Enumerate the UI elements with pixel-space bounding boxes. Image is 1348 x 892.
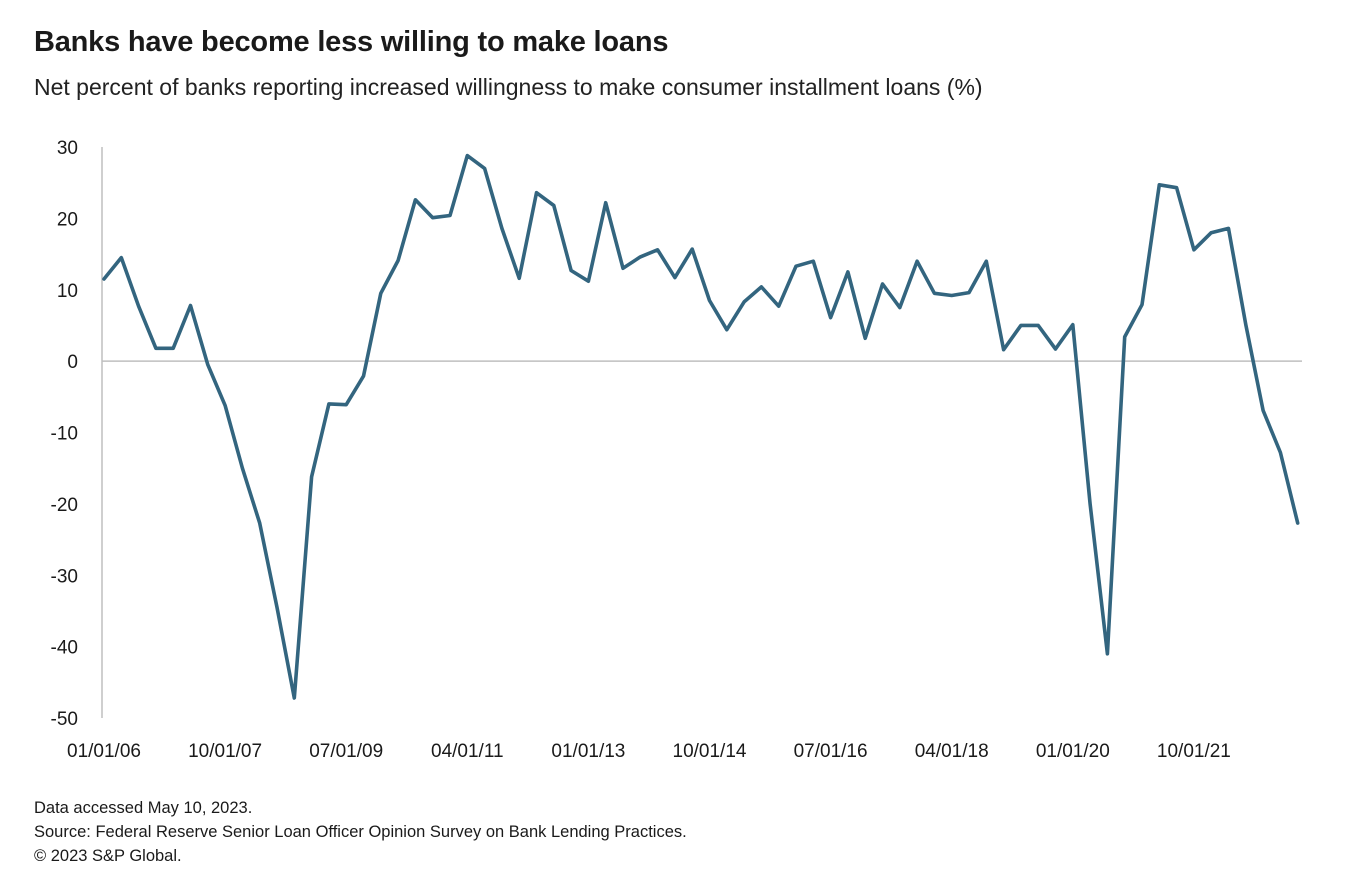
chart-title: Banks have become less willing to make l… [34, 26, 669, 58]
y-tick-label: 20 [57, 209, 78, 230]
y-tick-label: 0 [67, 352, 78, 373]
y-axis-labels: 30 20 10 0 -10 -20 -30 -40 -50 [51, 138, 78, 730]
y-tick-label: -40 [51, 638, 78, 659]
copyright-note: © 2023 S&P Global. [34, 847, 182, 865]
y-tick-label: 30 [57, 138, 78, 159]
x-tick-label: 07/01/09 [309, 741, 383, 762]
x-tick-label: 10/01/14 [673, 741, 747, 762]
x-tick-label: 01/01/13 [551, 741, 625, 762]
chart-axes [101, 147, 1302, 718]
y-tick-label: -30 [51, 566, 78, 587]
chart-subtitle: Net percent of banks reporting increased… [34, 74, 983, 100]
y-tick-label: -10 [51, 424, 78, 445]
y-tick-label: -50 [51, 709, 78, 730]
x-tick-label: 01/01/20 [1036, 741, 1110, 762]
x-tick-label: 01/01/06 [67, 741, 141, 762]
chart-notes: Data accessed May 10, 2023. Source: Fede… [34, 796, 687, 868]
series-lines [102, 153, 1300, 700]
data-accessed-note: Data accessed May 10, 2023. [34, 799, 253, 817]
source-note: Source: Federal Reserve Senior Loan Offi… [34, 823, 687, 841]
x-tick-label: 10/01/21 [1157, 741, 1231, 762]
x-tick-label: 04/01/11 [431, 741, 504, 762]
x-tick-label: 07/01/16 [794, 741, 868, 762]
series-line [102, 153, 1300, 700]
y-tick-label: -20 [51, 495, 78, 516]
x-axis-labels: 01/01/06 10/01/07 07/01/09 04/01/11 01/01/13… [67, 741, 1231, 762]
y-tick-label: 10 [57, 281, 78, 302]
x-tick-label: 04/01/18 [915, 741, 989, 762]
x-tick-label: 10/01/07 [188, 741, 262, 762]
